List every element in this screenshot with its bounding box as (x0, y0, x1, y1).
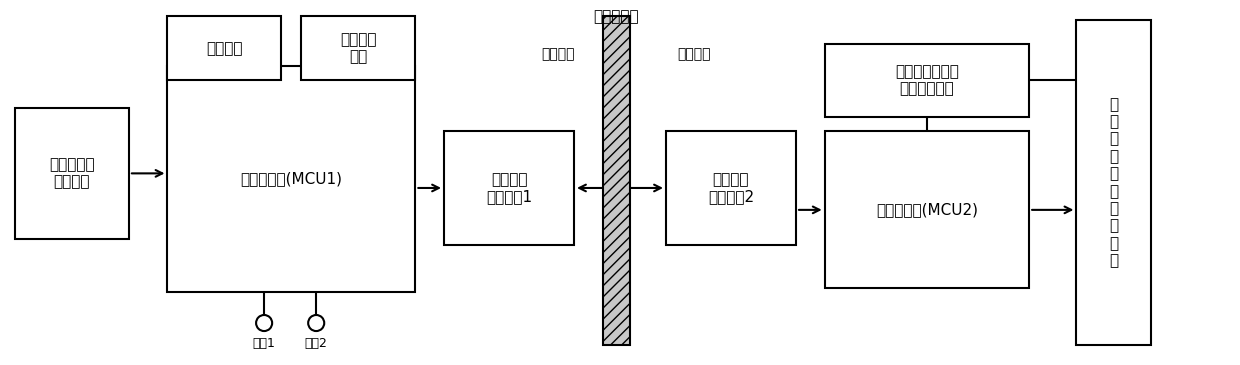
Text: 电量采集与电池
寿命预估模块: 电量采集与电池 寿命预估模块 (895, 64, 959, 96)
Bar (825, 44, 1029, 117)
Text: 人体皮肤层: 人体皮肤层 (594, 9, 639, 24)
Text: 微控制芯片(MCU1): 微控制芯片(MCU1) (241, 171, 342, 187)
Ellipse shape (257, 315, 272, 331)
Bar (825, 131, 1029, 288)
Bar (1076, 20, 1151, 345)
Text: 电量显示
模块: 电量显示 模块 (340, 32, 377, 65)
Text: 微控制芯片(MCU2): 微控制芯片(MCU2) (875, 202, 978, 218)
Text: 按键2: 按键2 (305, 337, 327, 350)
Text: 被
测
起
搏
器
锂
离
子
电
池: 被 测 起 搏 器 锂 离 子 电 池 (1109, 97, 1118, 268)
Text: 电源模块: 电源模块 (206, 41, 243, 56)
Bar (301, 16, 415, 80)
Text: 按键1: 按键1 (253, 337, 275, 350)
Bar (167, 16, 281, 80)
Bar (444, 131, 574, 245)
Text: 无线数据
传输模块2: 无线数据 传输模块2 (708, 172, 754, 204)
Text: 低电量报警
电路模块: 低电量报警 电路模块 (50, 157, 94, 189)
Bar (15, 108, 129, 239)
Text: 体内电路: 体内电路 (677, 47, 712, 61)
Bar (666, 131, 796, 245)
Bar (603, 16, 630, 345)
Bar (167, 66, 415, 292)
Text: 无线数据
传输模块1: 无线数据 传输模块1 (486, 172, 532, 204)
Ellipse shape (309, 315, 324, 331)
Text: 体外电路: 体外电路 (541, 47, 575, 61)
